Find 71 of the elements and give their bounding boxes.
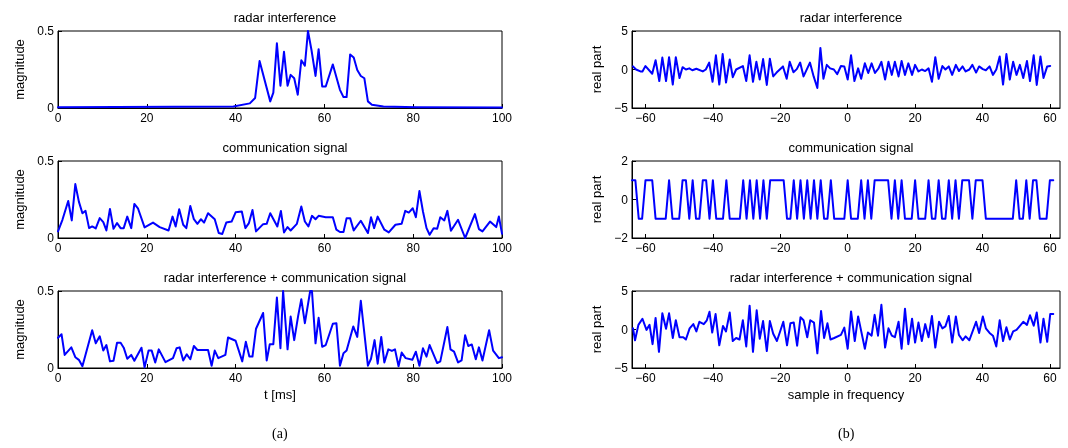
line-series	[632, 46, 1052, 89]
x-tick-label: 60	[317, 241, 332, 255]
x-tick-label: 20	[908, 371, 923, 385]
x-tick-label: 40	[975, 111, 990, 125]
y-axis-title: real part	[589, 175, 605, 224]
y-tick-label: −5	[614, 361, 629, 375]
line-series	[57, 290, 503, 369]
y-tick-label: 2	[621, 154, 629, 168]
y-tick-label: 0	[47, 101, 55, 115]
x-tick-label: −40	[702, 371, 724, 385]
chart-title: radar interference	[233, 10, 337, 25]
x-tick-label: 20	[140, 241, 154, 255]
x-tick-label: 40	[228, 371, 243, 385]
y-axis-title: real part	[589, 305, 605, 354]
y-tick-label: 0	[621, 192, 629, 207]
x-tick-label: 60	[1043, 371, 1057, 385]
x-tick-label: −20	[770, 111, 791, 125]
text: (a)	[272, 425, 288, 442]
x-tick-label: −20	[770, 241, 791, 255]
x-tick-label: 80	[406, 111, 421, 125]
line-series	[632, 303, 1055, 355]
x-axis-title: sample in frequency	[787, 387, 905, 402]
x-tick-label: 40	[228, 241, 243, 255]
chart-title: radar interference	[799, 10, 903, 25]
y-axis-title: magnitude	[12, 39, 28, 100]
x-tick-label: −40	[702, 241, 724, 255]
x-tick-label: 60	[1043, 241, 1057, 255]
y-axis-title: magnitude	[12, 299, 28, 360]
x-tick-label: 100	[491, 371, 513, 385]
y-tick-label: −2	[614, 231, 629, 245]
y-tick-label: 0	[47, 361, 55, 375]
text: (b)	[838, 425, 855, 442]
x-tick-label: −20	[770, 371, 791, 385]
y-tick-label: 0	[621, 62, 629, 77]
y-tick-label: 0.5	[37, 284, 55, 298]
y-axis-title: magnitude	[12, 169, 28, 230]
chart-title: communication signal	[222, 140, 348, 155]
x-tick-label: 0	[844, 111, 852, 125]
x-tick-label: 40	[975, 241, 990, 255]
x-tick-label: 80	[406, 241, 421, 255]
chart-title: communication signal	[788, 140, 914, 155]
y-tick-label: −5	[614, 101, 629, 115]
x-tick-label: 40	[228, 111, 243, 125]
x-tick-label: −60	[635, 371, 656, 385]
x-tick-label: 100	[491, 241, 513, 255]
y-tick-label: 0	[621, 322, 629, 337]
chart-title: radar interference + communication signal	[163, 270, 407, 285]
y-tick-label: 0.5	[37, 154, 55, 168]
x-tick-label: 20	[140, 111, 154, 125]
y-tick-label: 5	[621, 24, 629, 38]
x-tick-label: 0	[844, 371, 852, 385]
y-axis-title: real part	[589, 45, 605, 94]
line-series	[57, 30, 503, 109]
x-tick-label: 20	[140, 371, 154, 385]
x-tick-label: 40	[975, 371, 990, 385]
chart-title: radar interference + communication signal	[729, 270, 973, 285]
y-tick-label: 0.5	[37, 24, 55, 38]
x-tick-label: 0	[844, 241, 852, 255]
x-tick-label: 20	[908, 111, 923, 125]
x-tick-label: 60	[317, 111, 332, 125]
y-tick-label: 5	[621, 284, 629, 298]
x-axis-title: t [ms]	[264, 387, 296, 402]
x-tick-label: 20	[908, 241, 923, 255]
y-tick-label: 0	[47, 231, 55, 245]
x-tick-label: 60	[317, 371, 332, 385]
x-tick-label: −40	[702, 111, 724, 125]
x-tick-label: 100	[491, 111, 513, 125]
x-tick-label: 80	[406, 371, 421, 385]
x-tick-label: 60	[1043, 111, 1057, 125]
x-tick-label: −60	[635, 241, 656, 255]
x-tick-label: −60	[635, 111, 656, 125]
